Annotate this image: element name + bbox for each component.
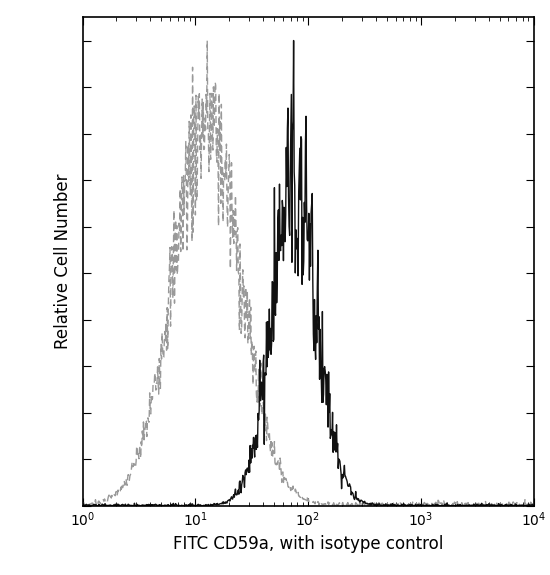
Y-axis label: Relative Cell Number: Relative Cell Number	[54, 174, 72, 350]
X-axis label: FITC CD59a, with isotype control: FITC CD59a, with isotype control	[173, 535, 443, 553]
